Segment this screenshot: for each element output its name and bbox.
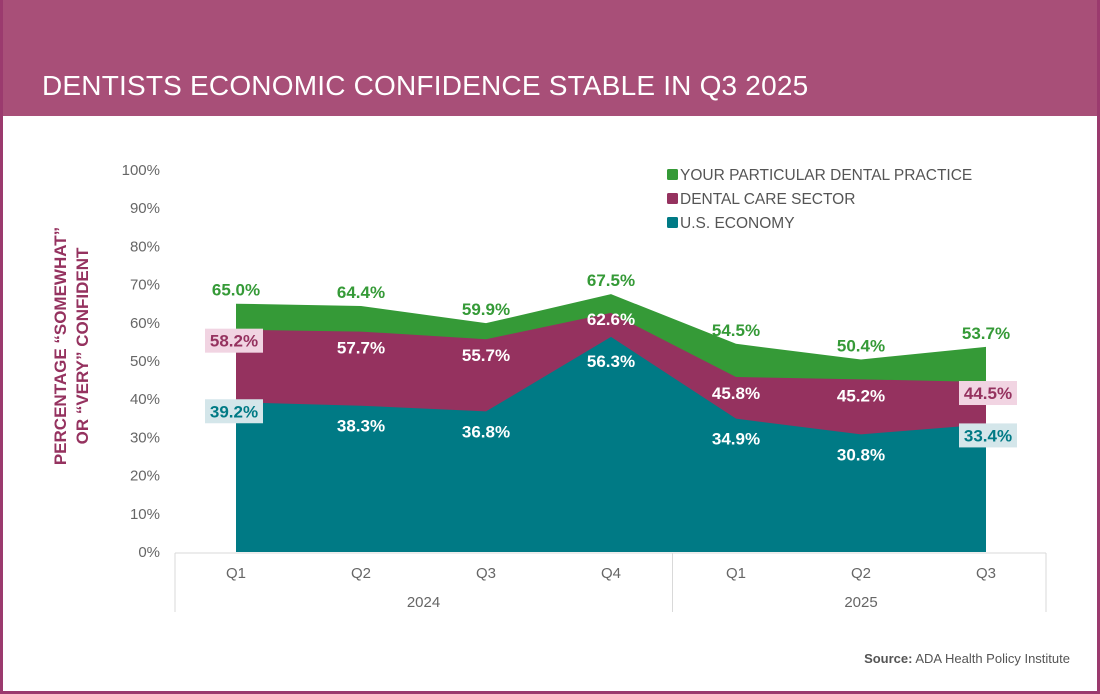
legend-label-sector: DENTAL CARE SECTOR (680, 191, 855, 208)
page-title: DENTISTS ECONOMIC CONFIDENCE STABLE IN Q… (42, 70, 809, 101)
data-label-sector-bg (959, 381, 1017, 406)
x-tick-label: Q3 (476, 565, 496, 582)
data-label-sector: 62.6% (587, 310, 635, 329)
legend-label-economy: U.S. ECONOMY (680, 215, 795, 232)
data-label-practice: 65.0% (212, 281, 260, 300)
data-label-sector: 45.8% (712, 384, 760, 403)
y-tick-label: 90% (130, 200, 160, 217)
source-label: Source: (864, 651, 913, 666)
data-label-economy: 33.4% (964, 426, 1012, 445)
data-label-practice: 54.5% (712, 321, 760, 340)
y-tick-label: 80% (130, 238, 160, 255)
data-label-practice: 67.5% (587, 271, 635, 290)
x-tick-label: Q2 (351, 565, 371, 582)
y-tick-label: 30% (130, 429, 160, 446)
y-tick-label: 0% (138, 544, 160, 561)
chart-areas (236, 294, 986, 552)
y-axis-ticks: 0% 10% 20% 30% 40% 50% 60% 70% 80% 90% 100% (122, 162, 160, 561)
data-label-economy: 39.2% (210, 402, 258, 421)
y-tick-label: 100% (122, 162, 160, 179)
legend-swatch-economy (667, 217, 678, 228)
legend-swatch-practice (667, 169, 678, 180)
data-label-economy: 38.3% (337, 417, 385, 436)
data-label-economy: 36.8% (462, 422, 510, 441)
data-label-sector: 57.7% (337, 339, 385, 358)
y-axis-title-line: PERCENTAGE “SOMEWHAT” (51, 227, 70, 465)
y-axis-title: PERCENTAGE “SOMEWHAT” OR “VERY” CONFIDENT (51, 227, 92, 465)
data-label-economy: 34.9% (712, 430, 760, 449)
data-label-sector: 45.2% (837, 386, 885, 405)
data-label-sector: 58.2% (210, 332, 258, 351)
data-label-sector: 44.5% (964, 384, 1012, 403)
data-label-practice: 50.4% (837, 336, 885, 355)
y-tick-label: 10% (130, 506, 160, 523)
data-label-economy: 30.8% (837, 445, 885, 464)
y-tick-label: 40% (130, 391, 160, 408)
data-labels: 65.0% 64.4% 59.9% 67.5% 54.5% 50.4% 53.7% 58.2%… (205, 271, 1017, 464)
x-axis: 2024 2025 Q1 Q2 Q3 Q4 Q1 Q2 Q3 (174, 552, 1047, 612)
y-tick-label: 50% (130, 353, 160, 370)
x-group-label: 2025 (844, 594, 877, 611)
y-tick-label: 60% (130, 315, 160, 332)
x-tick-label: Q4 (601, 565, 621, 582)
source-text: ADA Health Policy Institute (912, 651, 1070, 666)
area-economy (236, 336, 986, 552)
x-tick-label: Q1 (226, 565, 246, 582)
x-tick-label: Q3 (976, 565, 996, 582)
data-label-economy: 56.3% (587, 352, 635, 371)
y-tick-label: 20% (130, 468, 160, 485)
data-label-economy-bg (205, 399, 263, 424)
y-tick-label: 70% (130, 277, 160, 294)
x-tick-label: Q1 (726, 565, 746, 582)
data-label-economy-bg (959, 423, 1017, 448)
x-group-label: 2024 (407, 594, 440, 611)
legend-label-practice: YOUR PARTICULAR DENTAL PRACTICE (680, 167, 972, 184)
data-label-practice: 53.7% (962, 324, 1010, 343)
y-axis-title-line: OR “VERY” CONFIDENT (73, 247, 92, 444)
source-note: Source: ADA Health Policy Institute (864, 651, 1070, 666)
data-label-sector-bg (205, 328, 263, 353)
data-label-practice: 59.9% (462, 300, 510, 319)
legend: YOUR PARTICULAR DENTAL PRACTICE DENTAL CA… (667, 167, 972, 232)
data-label-practice: 64.4% (337, 283, 385, 302)
legend-swatch-sector (667, 193, 678, 204)
x-tick-label: Q2 (851, 565, 871, 582)
data-label-sector: 55.7% (462, 346, 510, 365)
header-banner: DENTISTS ECONOMIC CONFIDENCE STABLE IN Q… (0, 0, 1100, 116)
